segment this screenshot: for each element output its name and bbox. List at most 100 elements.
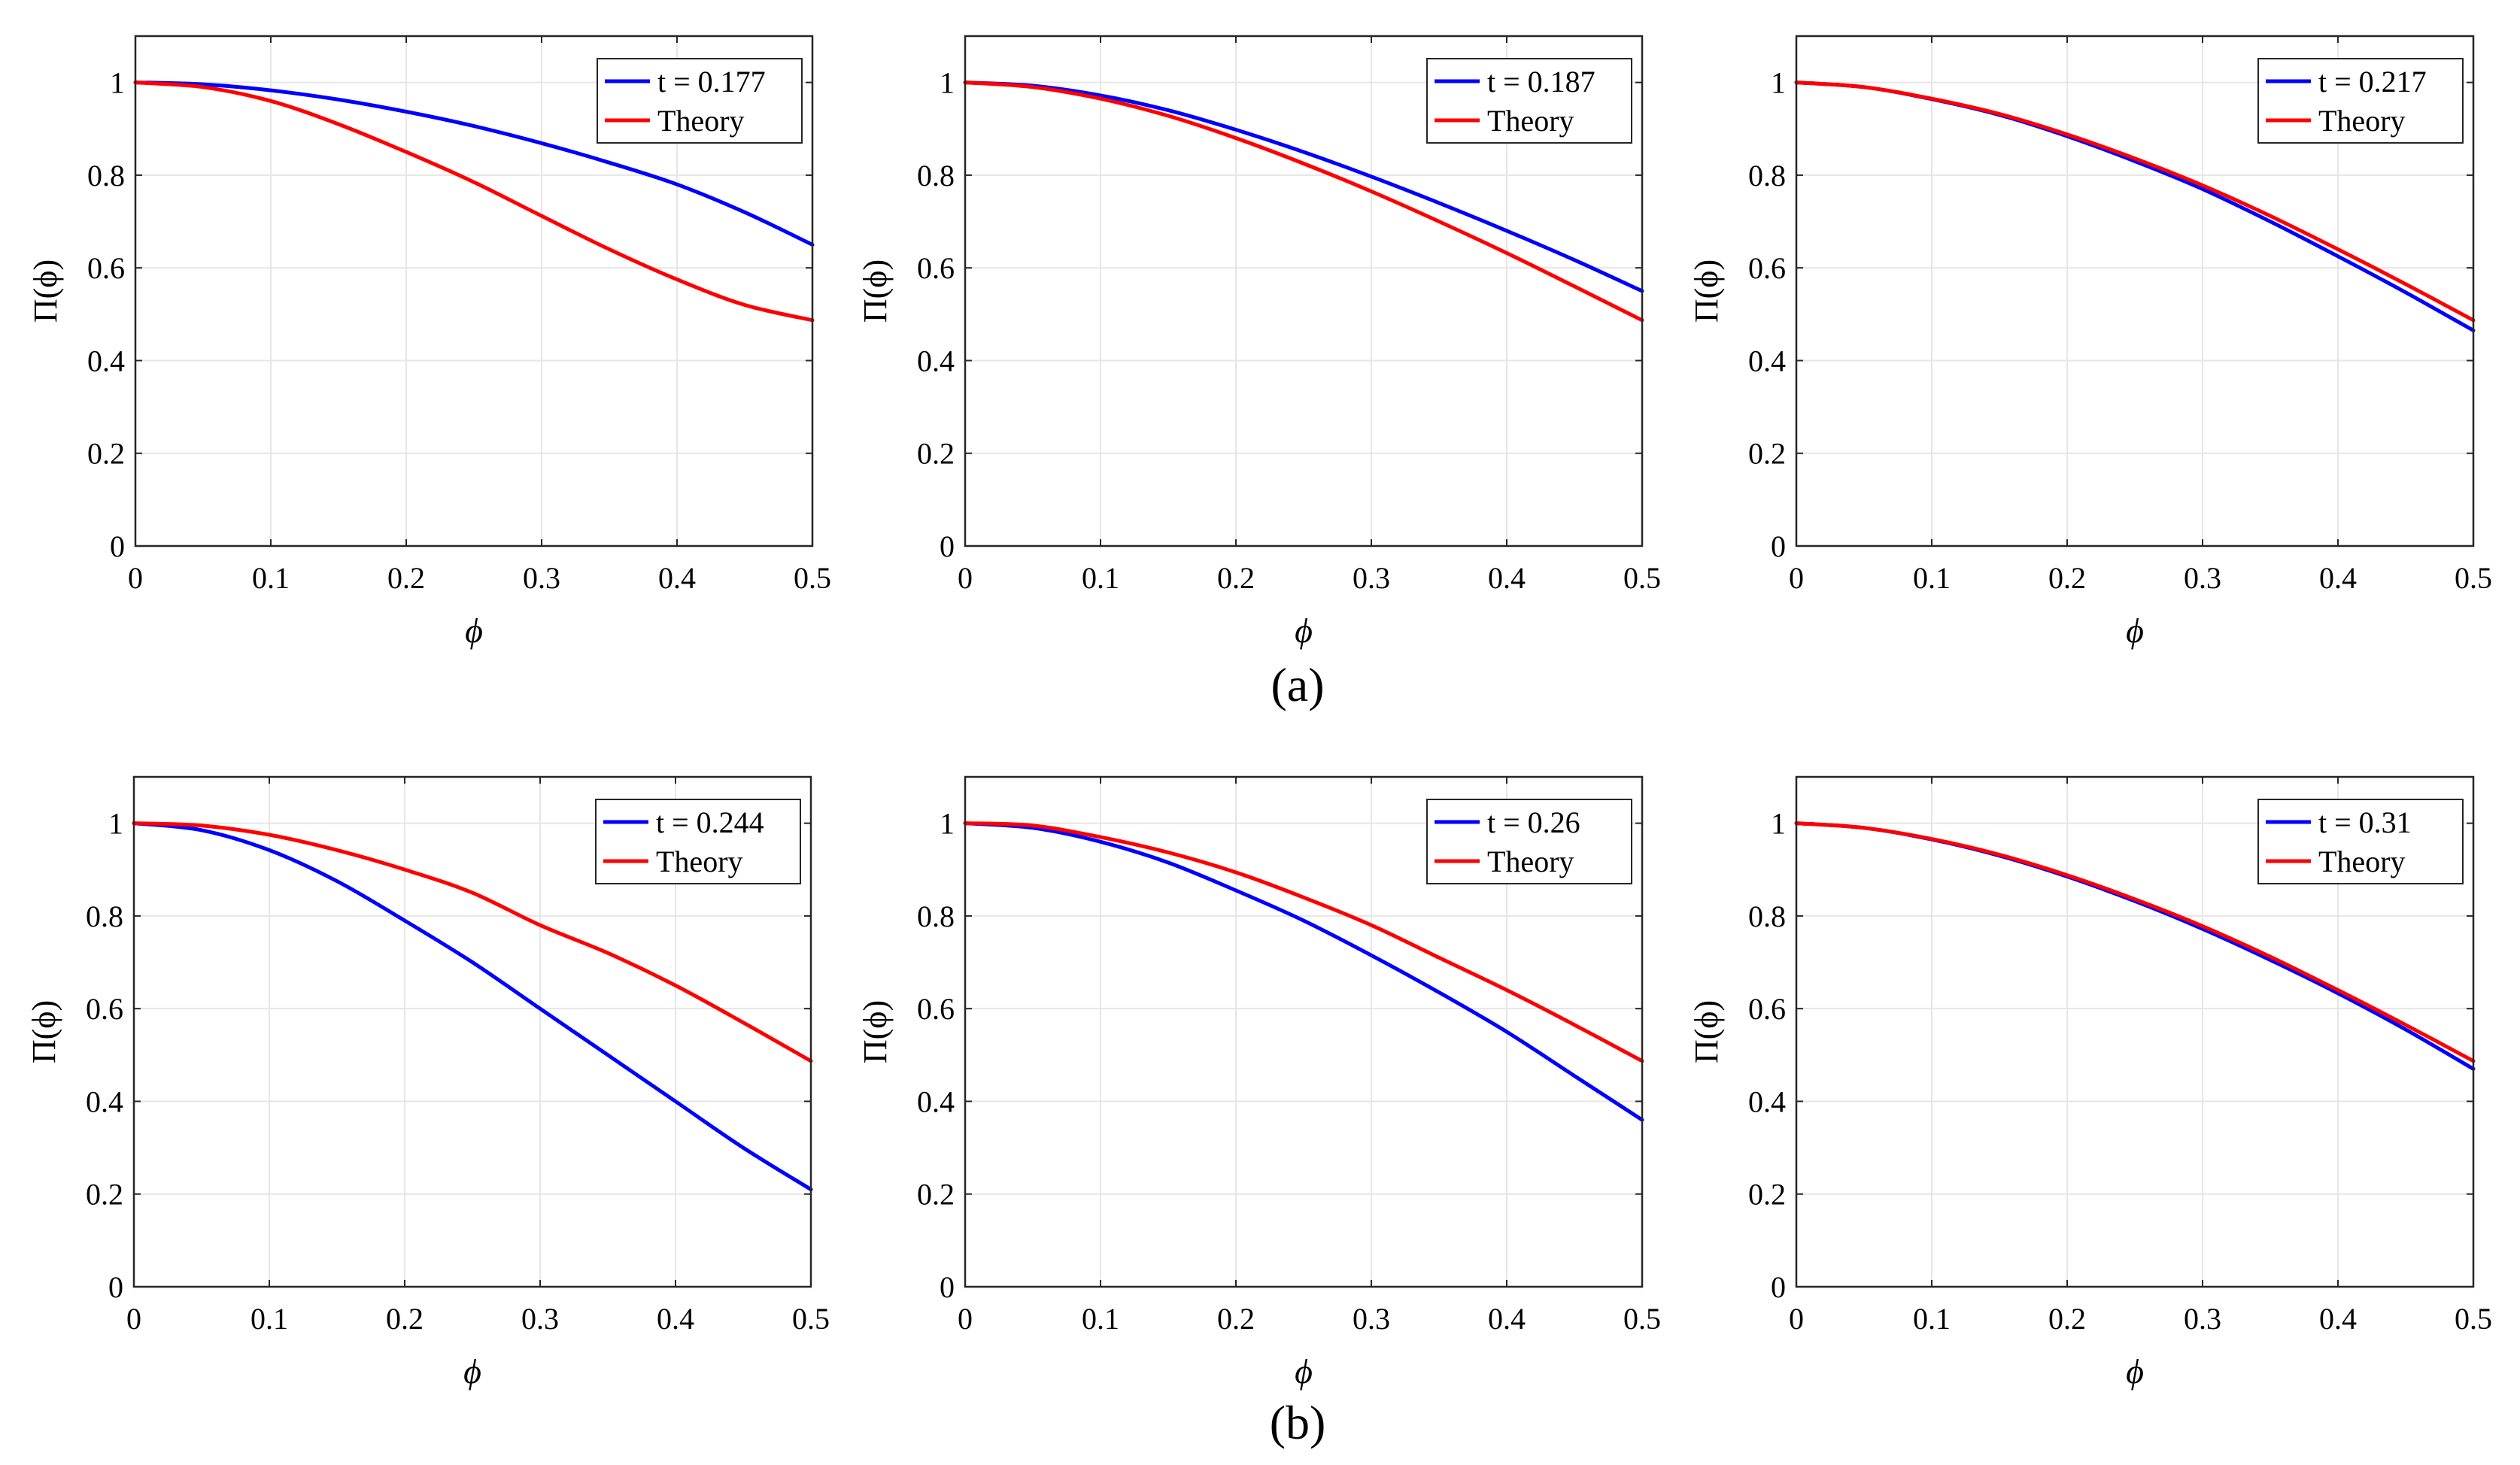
y-tick-label: 0.8 [1748, 159, 1786, 193]
x-tick-label: 0.1 [252, 561, 290, 595]
x-axis-label: ϕ [465, 611, 483, 650]
legend: t = 0.187 Theory [1426, 58, 1632, 144]
plot-frame [964, 775, 1644, 1288]
y-tick-label: 0.4 [917, 1084, 955, 1118]
y-tick-label: 0.4 [86, 1084, 123, 1118]
x-tick-label: 0 [128, 561, 143, 595]
chart-panels: 0 0.1 0.2 0.3 0.4 0.5 0 0.2 0.4 0.6 0.8 1 ϕ Π(ϕ) t = 0… [26, 35, 2492, 1391]
x-tick-label: 0.4 [657, 1302, 694, 1336]
legend-entry-theory: Theory [656, 845, 743, 878]
y-tick-label: 0.2 [86, 1178, 123, 1212]
legend-entry-theory: Theory [657, 104, 745, 138]
y-tick-label: 0 [1771, 529, 1786, 563]
series-line-theory [1794, 80, 2476, 323]
x-tick-label: 0.2 [2048, 561, 2086, 595]
y-tick-label: 0.8 [917, 159, 955, 193]
legend: t = 0.26 Theory [1426, 799, 1632, 884]
y-tick-label: 0.8 [1748, 899, 1786, 933]
x-tick-label: 0.3 [2184, 561, 2221, 595]
y-tick-label: 0.4 [1748, 344, 1786, 378]
legend-entry-simulation: t = 0.217 [2318, 65, 2427, 99]
y-tick-label: 1 [110, 66, 125, 100]
x-tick-label: 0.1 [1082, 561, 1119, 595]
legend-entry-simulation: t = 0.187 [1487, 65, 1595, 99]
series-line-theory [1794, 821, 2476, 1063]
chart-2: 0 0.1 0.2 0.3 0.4 0.5 0 0.2 0.4 0.6 0.8 1 ϕ Π(ϕ) t = 0… [857, 35, 1661, 650]
y-tick-label: 0.8 [917, 899, 955, 933]
x-tick-label: 0.3 [521, 1302, 559, 1336]
legend-box [2257, 58, 2464, 144]
legend-entry-theory: Theory [2318, 845, 2406, 878]
x-tick-label: 0.3 [523, 561, 560, 595]
y-tick-label: 0.2 [1748, 437, 1786, 471]
y-tick-label: 1 [940, 66, 955, 100]
y-tick-label: 1 [940, 807, 955, 841]
y-tick-label: 0 [108, 1270, 123, 1304]
chart-6: 0 0.1 0.2 0.3 0.4 0.5 0 0.2 0.4 0.6 0.8 1 ϕ Π(ϕ) t = 0… [1688, 775, 2492, 1391]
y-tick-label: 0.6 [917, 992, 955, 1026]
y-axis-label: Π(ϕ) [1688, 1000, 1725, 1063]
y-tick-label: 0.6 [86, 992, 123, 1026]
series-line-theory [963, 80, 1644, 323]
x-tick-label: 0.2 [1217, 561, 1255, 595]
x-tick-label: 0.5 [794, 561, 831, 595]
x-tick-label: 0.1 [1913, 1302, 1951, 1336]
legend-entry-theory: Theory [1487, 104, 1574, 138]
y-tick-label: 0.6 [917, 251, 955, 285]
x-tick-label: 0.2 [1217, 1302, 1255, 1336]
legend: t = 0.177 Theory [597, 58, 803, 144]
legend: t = 0.244 Theory [595, 799, 801, 884]
x-tick-label: 0.2 [387, 561, 425, 595]
y-tick-label: 0 [110, 529, 125, 563]
y-tick-label: 0.2 [917, 437, 955, 471]
x-axis-label: ϕ [1295, 611, 1313, 650]
plot-frame [1795, 35, 2475, 547]
x-tick-label: 0 [126, 1302, 141, 1336]
y-tick-label: 0.6 [1748, 251, 1786, 285]
chart-3: 0 0.1 0.2 0.3 0.4 0.5 0 0.2 0.4 0.6 0.8 1 ϕ Π(ϕ) t = 0… [1688, 35, 2492, 650]
y-tick-label: 0.4 [1748, 1084, 1786, 1118]
y-tick-label: 0.6 [87, 251, 125, 285]
chart-4: 0 0.1 0.2 0.3 0.4 0.5 0 0.2 0.4 0.6 0.8 1 ϕ Π(ϕ) t = 0… [26, 775, 830, 1391]
y-tick-label: 0.4 [87, 344, 125, 378]
series-line-simulation [133, 80, 815, 247]
x-tick-label: 0.1 [250, 1302, 288, 1336]
chart-5: 0 0.1 0.2 0.3 0.4 0.5 0 0.2 0.4 0.6 0.8 1 ϕ Π(ϕ) t = 0… [857, 775, 1661, 1391]
x-tick-label: 0.5 [792, 1302, 830, 1336]
legend-box [597, 58, 803, 144]
x-axis-label: ϕ [463, 1352, 481, 1391]
legend-box [1426, 58, 1632, 144]
series-line-theory [963, 821, 1644, 1063]
legend-box [595, 799, 801, 884]
y-tick-label: 1 [1771, 66, 1786, 100]
series-line-simulation [963, 821, 1644, 1122]
x-tick-label: 0 [958, 561, 973, 595]
y-axis-label: Π(ϕ) [27, 259, 64, 323]
legend-entry-theory: Theory [2318, 104, 2406, 138]
y-axis-label: Π(ϕ) [26, 1000, 62, 1063]
row-label-a: (a) [1271, 658, 1324, 711]
x-axis-label: ϕ [1295, 1352, 1313, 1391]
series-line-simulation [963, 80, 1644, 293]
plot-frame [132, 775, 812, 1288]
x-tick-label: 0.4 [658, 561, 696, 595]
x-tick-label: 0.4 [1488, 561, 1526, 595]
y-tick-label: 0 [1771, 1270, 1786, 1304]
x-tick-label: 0.5 [2455, 1302, 2492, 1336]
y-tick-label: 0 [940, 529, 955, 563]
y-tick-label: 1 [1771, 807, 1786, 841]
y-tick-label: 0.2 [87, 437, 125, 471]
series-line-theory [132, 821, 813, 1063]
x-tick-label: 0.5 [2455, 561, 2492, 595]
x-tick-label: 0 [1789, 561, 1804, 595]
x-axis-label: ϕ [2126, 611, 2144, 650]
y-axis-label: Π(ϕ) [1688, 259, 1725, 323]
y-axis-label: Π(ϕ) [857, 259, 894, 323]
legend-entry-simulation: t = 0.244 [656, 805, 764, 839]
legend-entry-theory: Theory [1487, 845, 1574, 878]
y-axis-label: Π(ϕ) [857, 1000, 894, 1063]
x-tick-label: 0.5 [1623, 1302, 1661, 1336]
x-tick-label: 0.5 [1623, 561, 1661, 595]
x-tick-label: 0.4 [2319, 1302, 2357, 1336]
